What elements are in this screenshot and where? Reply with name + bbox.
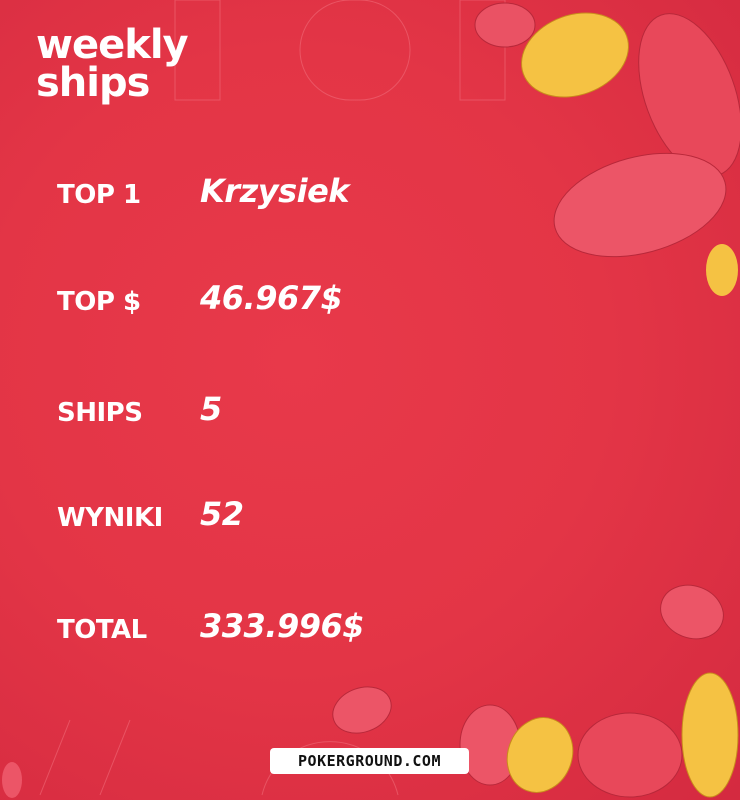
title-line-2: ships xyxy=(36,60,150,106)
page-title: weekly ships xyxy=(36,22,189,106)
stat-row-top-dollar: TOP $ 46.967$ xyxy=(57,279,657,327)
stat-row-top1: TOP 1 Krzysiek xyxy=(57,172,657,220)
title-line-1: weekly xyxy=(36,22,189,68)
stat-value: 52 xyxy=(200,495,244,533)
stat-row-total: TOTAL 333.996$ xyxy=(57,607,657,655)
stat-value: 333.996$ xyxy=(200,607,365,645)
stat-label: SHIPS xyxy=(57,398,143,428)
stat-label: TOTAL xyxy=(57,615,147,645)
stat-label: TOP 1 xyxy=(57,180,141,210)
leaf-cluster-top-right xyxy=(474,2,740,296)
stat-value: 46.967$ xyxy=(200,279,343,317)
stat-value: Krzysiek xyxy=(200,172,350,210)
stat-row-ships: SHIPS 5 xyxy=(57,390,657,438)
stat-row-wyniki: WYNIKI 52 xyxy=(57,495,657,543)
stat-label: WYNIKI xyxy=(57,503,163,533)
leaf-cluster-bottom xyxy=(2,584,739,798)
pokerground-logo: POKERGROUND.COM xyxy=(270,748,469,774)
stat-value: 5 xyxy=(200,390,222,428)
stat-label: TOP $ xyxy=(57,287,141,317)
